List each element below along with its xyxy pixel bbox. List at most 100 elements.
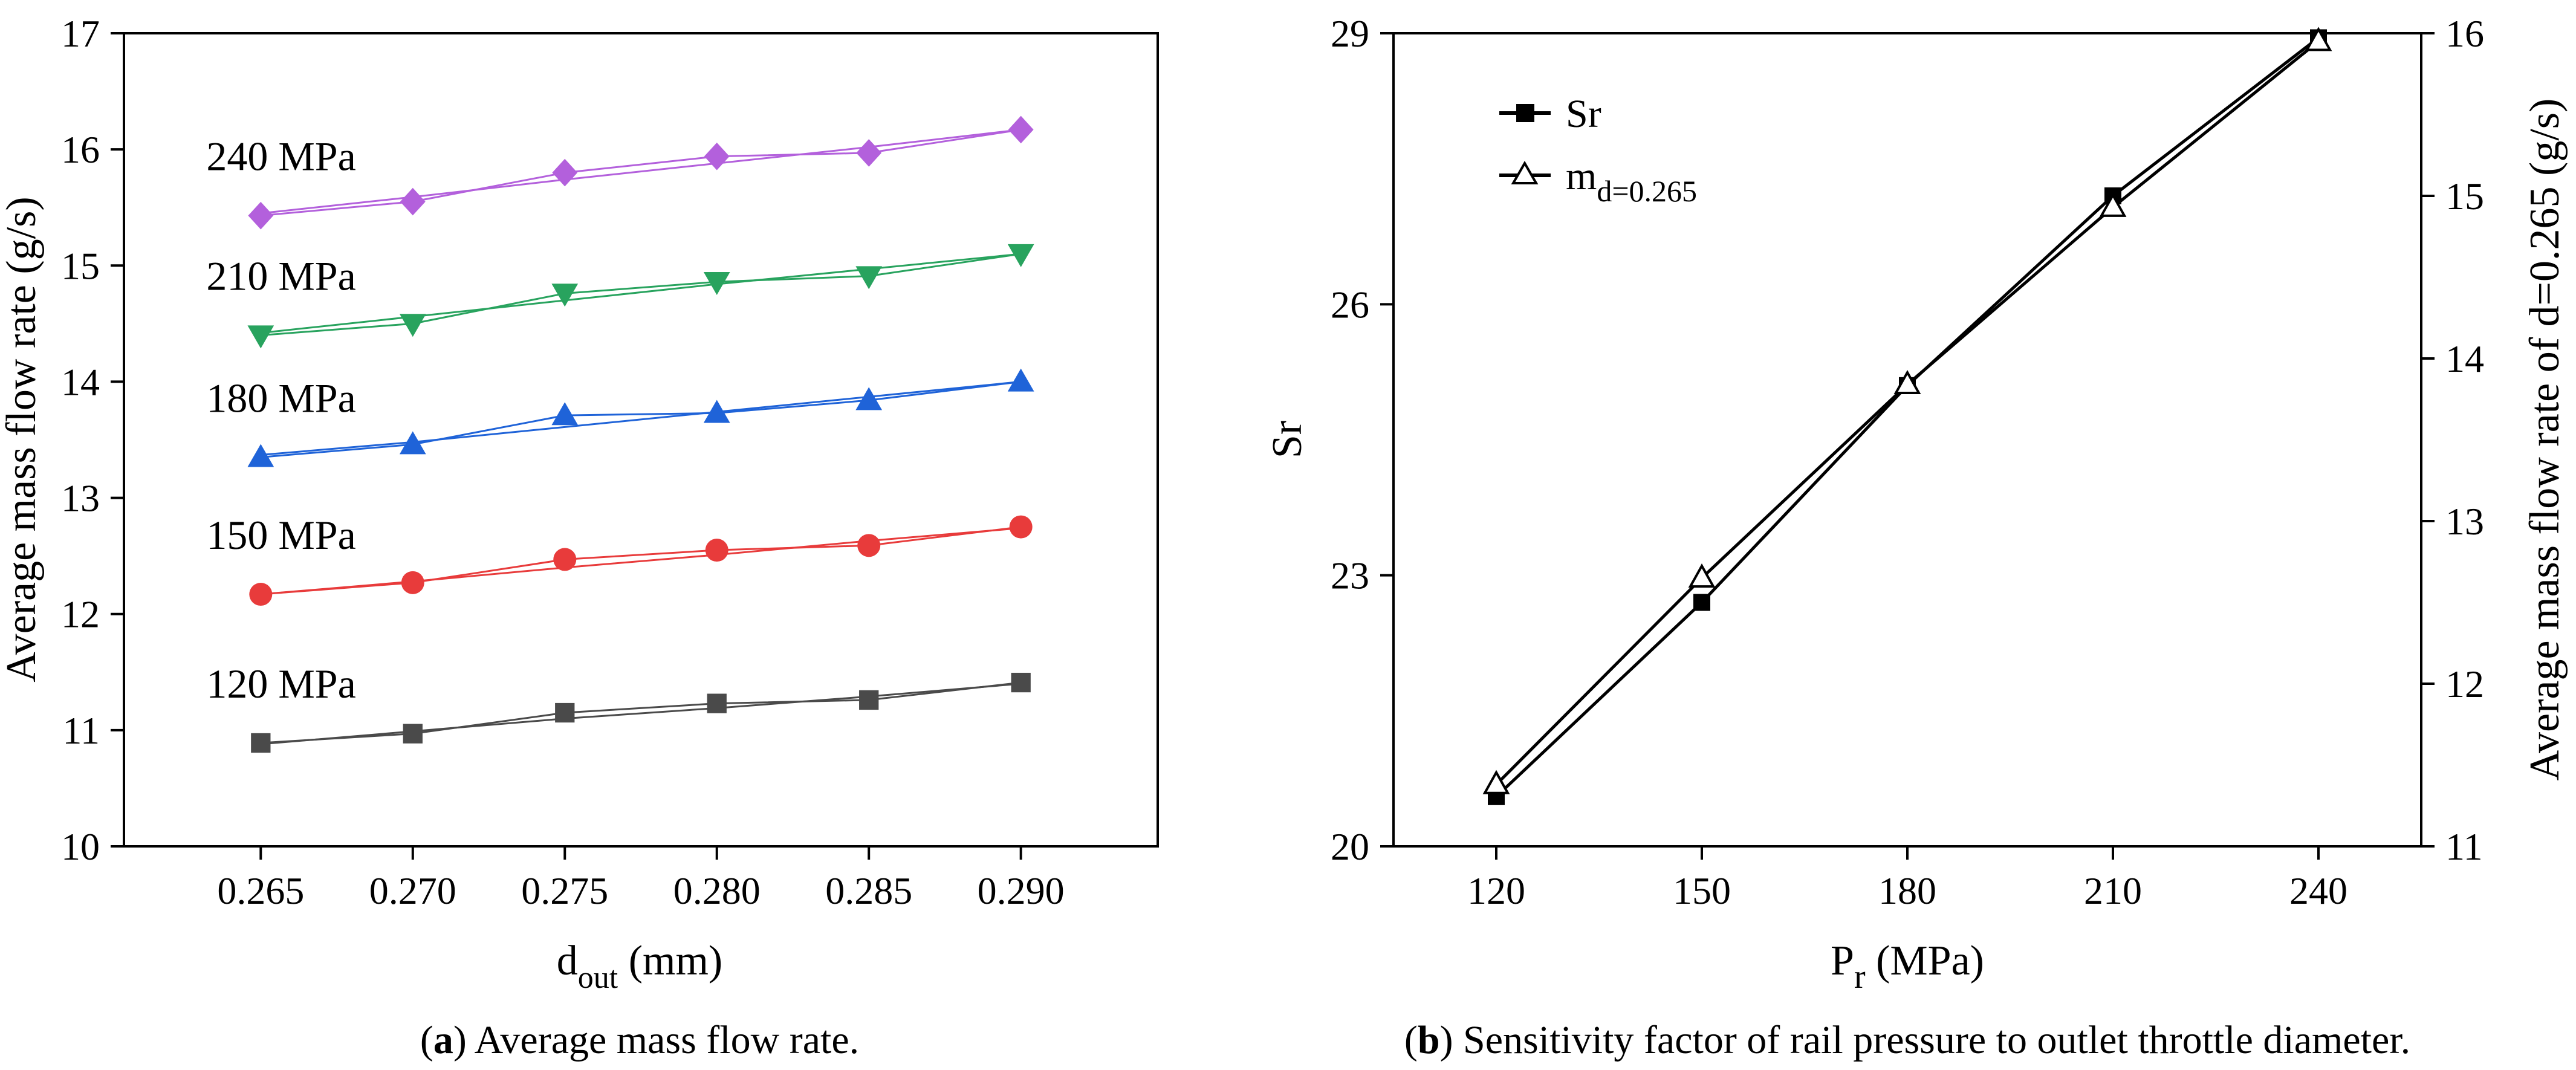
series-sr-point bbox=[1693, 594, 1710, 611]
panel-a-y-tick-label: 15 bbox=[61, 244, 100, 287]
panel-a-caption: (a) Average mass flow rate. bbox=[420, 1018, 859, 1062]
panel-b-right-y-tick-label: 13 bbox=[2445, 500, 2484, 543]
series-150-mpa-point bbox=[249, 583, 273, 606]
series-150-mpa-point bbox=[553, 548, 577, 571]
panel-b-y-tick-label: 26 bbox=[1331, 283, 1369, 326]
legend-entry-md: md=0.265 bbox=[1499, 154, 1697, 208]
panel-a-y-axis-label: Average mass flow rate (g/s) bbox=[0, 196, 45, 682]
panel-b-x-tick-label: 240 bbox=[2289, 869, 2347, 912]
panel-a-plot-frame bbox=[123, 32, 1159, 848]
series-120-mpa bbox=[251, 672, 1031, 753]
series-label-120-mpa: 120 MPa bbox=[206, 661, 355, 707]
series-150-mpa-point bbox=[705, 539, 728, 562]
series-150-mpa-point bbox=[401, 571, 424, 594]
series-150-mpa bbox=[249, 515, 1033, 606]
panel-b-x-tick-label: 150 bbox=[1673, 869, 1731, 912]
panel-b-right-y-tick-label: 12 bbox=[2445, 663, 2484, 705]
panel-b-x-axis-label: Pr (MPa) bbox=[1831, 938, 1984, 996]
series-180-mpa-point bbox=[1007, 368, 1034, 392]
series-label-150-mpa: 150 MPa bbox=[206, 512, 355, 558]
series-180-mpa-data-line bbox=[261, 380, 1021, 458]
panel-b-y-tick-label: 29 bbox=[1331, 12, 1369, 55]
panel-a-y-tick-label: 10 bbox=[61, 825, 100, 868]
series-m-d-0-265-point bbox=[2305, 27, 2332, 51]
series-240-mpa-point bbox=[400, 187, 426, 216]
panel-b-x-tick-label: 120 bbox=[1467, 869, 1525, 912]
panel-b-plot-frame bbox=[1392, 32, 2422, 848]
panel-a-y-tick-label: 12 bbox=[61, 593, 100, 636]
series-m-d-0-265-point bbox=[1893, 369, 1921, 395]
panel-b-right-y-tick-label: 15 bbox=[2445, 175, 2484, 218]
series-150-mpa-data-line bbox=[261, 526, 1021, 595]
series-210-mpa bbox=[247, 244, 1034, 349]
series-label-240-mpa: 240 MPa bbox=[206, 134, 355, 180]
series-210-mpa-point bbox=[551, 284, 579, 307]
series-240-mpa-data-line bbox=[261, 128, 1021, 217]
series-label-180-mpa: 180 MPa bbox=[206, 375, 355, 421]
legend-sr-label: Sr bbox=[1566, 92, 1601, 136]
series-210-mpa-point bbox=[1007, 244, 1034, 267]
series-120-mpa-point bbox=[251, 733, 271, 753]
series-240-mpa-fit-line bbox=[261, 128, 1021, 215]
series-m-d-0-265-point bbox=[2099, 192, 2127, 217]
series-120-mpa-point bbox=[707, 693, 727, 713]
panel-a-x-axis-label: dout (mm) bbox=[557, 938, 722, 995]
legend-sr-square-marker bbox=[1516, 104, 1534, 122]
panel-a-x-tick-label: 0.265 bbox=[217, 869, 304, 912]
series-sr bbox=[1488, 29, 2327, 805]
panel-a-x-tick-label: 0.270 bbox=[369, 869, 456, 912]
panel-b-y-axis-label: Sr bbox=[1264, 421, 1311, 458]
series-240-mpa-point bbox=[704, 142, 730, 170]
panel-a-x-tick-label: 0.275 bbox=[521, 869, 608, 912]
panel-a-y-tick-label: 16 bbox=[61, 128, 100, 171]
panel-a-y-tick-label: 13 bbox=[61, 477, 100, 520]
series-180-mpa-point bbox=[551, 402, 579, 426]
series-sr-line bbox=[1495, 36, 2320, 798]
panel-a-x-tick-label: 0.285 bbox=[825, 869, 912, 912]
panel-b-caption: (b) Sensitivity factor of rail pressure … bbox=[1404, 1018, 2410, 1062]
series-210-mpa-data-line bbox=[261, 253, 1021, 337]
series-150-mpa-point bbox=[1009, 515, 1033, 539]
panel-b-y-tick-label: 20 bbox=[1331, 825, 1369, 868]
series-180-mpa-point bbox=[703, 400, 730, 423]
panel-b: 120 150 180 210 240 20 23 26 29 11 12 13 14 15 16 Sr… bbox=[1264, 12, 2568, 1062]
panel-b-x-tick-label: 210 bbox=[2084, 869, 2142, 912]
series-label-210-mpa: 210 MPa bbox=[206, 253, 355, 299]
panel-a-y-tick-label: 11 bbox=[62, 709, 100, 752]
series-240-mpa bbox=[248, 115, 1034, 230]
series-m-d-0-265-point bbox=[1482, 770, 1510, 794]
series-180-mpa-point bbox=[855, 387, 883, 410]
panel-a: 0.265 0.270 0.275 0.280 0.285 0.290 10 11 12 13 1… bbox=[0, 12, 1159, 1062]
panel-a-x-tick-label: 0.280 bbox=[673, 869, 761, 912]
panel-b-right-y-tick-label: 11 bbox=[2445, 825, 2483, 868]
legend-entry-sr: Sr bbox=[1499, 92, 1601, 136]
series-m-d-0-265 bbox=[1482, 27, 2332, 794]
panel-a-y-tick-label: 14 bbox=[61, 360, 100, 403]
series-210-mpa-point bbox=[399, 314, 426, 337]
series-150-mpa-point bbox=[857, 534, 881, 557]
series-210-mpa-point bbox=[855, 266, 883, 290]
legend-md-label: md=0.265 bbox=[1566, 154, 1697, 208]
panel-b-x-tick-label: 180 bbox=[1878, 869, 1936, 912]
series-180-mpa bbox=[247, 368, 1034, 467]
series-180-mpa-point bbox=[399, 431, 426, 455]
series-240-mpa-point bbox=[856, 139, 882, 167]
series-120-mpa-point bbox=[859, 690, 879, 710]
series-180-mpa-fit-line bbox=[261, 380, 1021, 456]
panel-b-right-y-tick-label: 16 bbox=[2445, 12, 2484, 55]
series-120-mpa-fit-line bbox=[261, 683, 1021, 745]
series-120-mpa-point bbox=[555, 702, 575, 723]
panel-b-legend: Sr md=0.265 bbox=[1499, 92, 1697, 208]
series-150-mpa-fit-line bbox=[261, 527, 1021, 595]
panel-a-x-tick-label: 0.290 bbox=[978, 869, 1065, 912]
series-m-d-0-265-line bbox=[1495, 40, 2320, 786]
legend-md-triangle-marker bbox=[1511, 160, 1539, 184]
panel-b-y-tick-label: 23 bbox=[1331, 554, 1369, 597]
series-210-mpa-point bbox=[247, 325, 274, 349]
series-120-mpa-point bbox=[1011, 672, 1031, 693]
panel-b-right-y-tick-label: 14 bbox=[2445, 337, 2484, 380]
panel-b-right-y-axis-label: Average mass flow rate of d=0.265 (g/s) bbox=[2522, 99, 2568, 781]
series-240-mpa-point bbox=[1008, 115, 1034, 144]
series-240-mpa-point bbox=[248, 201, 274, 230]
